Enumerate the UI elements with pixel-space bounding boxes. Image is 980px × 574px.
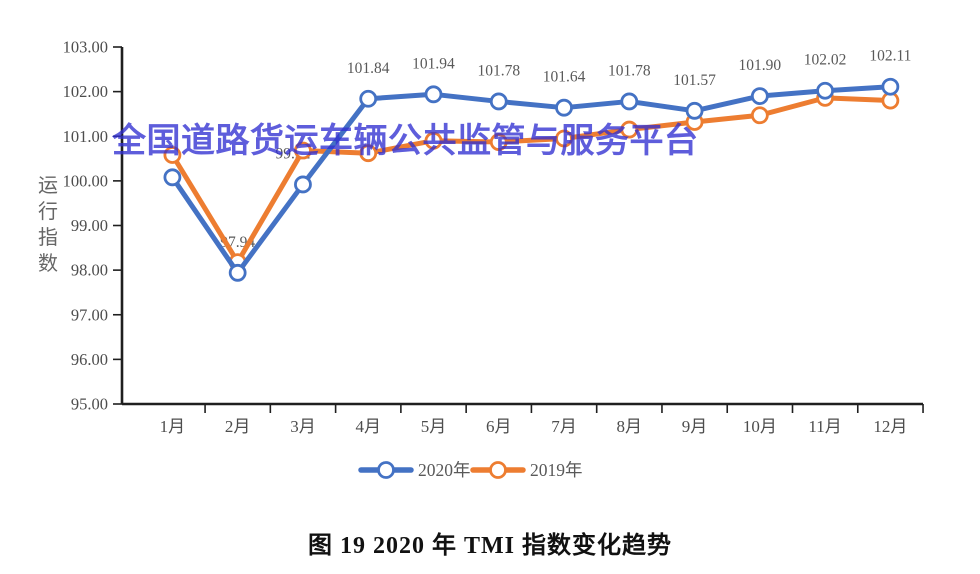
data-point-marker bbox=[555, 129, 573, 148]
figure-caption: 图 19 2020 年 TMI 指数变化趋势 bbox=[308, 533, 672, 559]
data-point-marker bbox=[750, 106, 769, 125]
data-point-marker bbox=[294, 141, 312, 160]
y-tick-label: 101.00 bbox=[63, 127, 108, 146]
data-point-marker bbox=[620, 120, 639, 139]
data-point-marker bbox=[359, 144, 378, 163]
x-tick-label: 2月 bbox=[225, 417, 251, 436]
legend-marker bbox=[489, 461, 507, 479]
data-label: 102.02 bbox=[804, 52, 847, 69]
y-tick-label: 98.00 bbox=[71, 261, 108, 280]
series-2019年-line bbox=[169, 95, 893, 265]
data-label: 101.94 bbox=[412, 55, 455, 72]
tmi-line-chart: 95.00 96.00 97.00 98.00 99.00 100.00 101.00 102… bbox=[38, 38, 924, 480]
data-point-marker bbox=[489, 92, 508, 111]
data-label: 101.78 bbox=[608, 62, 651, 79]
x-tick-label: 4月 bbox=[355, 417, 381, 436]
data-point-marker bbox=[163, 168, 182, 187]
data-point-marker bbox=[424, 85, 443, 104]
x-tick-label: 8月 bbox=[617, 417, 643, 436]
data-point-marker bbox=[489, 133, 508, 151]
y-axis-title-char: 数 bbox=[38, 252, 58, 275]
data-point-marker bbox=[424, 131, 443, 150]
y-axis-title-char: 运 bbox=[38, 175, 58, 197]
watermark-text: 全国道路货运车辆公共监管与服务平台 bbox=[111, 121, 699, 160]
data-point-marker bbox=[881, 77, 900, 96]
y-tick-label: 103.00 bbox=[63, 38, 108, 57]
y-tick-label: 95.00 bbox=[71, 395, 108, 414]
data-label: 101.84 bbox=[347, 60, 390, 77]
series-2020年-line bbox=[169, 84, 893, 276]
x-tick-label: 7月 bbox=[551, 417, 577, 436]
x-tick-label: 6月 bbox=[486, 417, 512, 436]
x-tick-label: 1月 bbox=[160, 417, 186, 436]
data-point-marker bbox=[620, 92, 639, 111]
legend-label: 2019年 bbox=[530, 460, 583, 480]
data-point-marker bbox=[294, 175, 312, 194]
data-point-marker bbox=[163, 146, 182, 164]
data-point-marker bbox=[555, 98, 573, 117]
y-tick-label: 96.00 bbox=[71, 350, 108, 369]
y-tick-label: 99.00 bbox=[71, 216, 108, 235]
data-point-marker bbox=[816, 81, 834, 100]
data-label: 101.57 bbox=[673, 72, 716, 89]
data-point-marker bbox=[228, 263, 247, 282]
x-tick-label: 11月 bbox=[808, 417, 841, 436]
x-tick-label: 5月 bbox=[421, 417, 447, 436]
data-label: 101.78 bbox=[477, 62, 520, 79]
x-tick-label: 10月 bbox=[743, 417, 777, 436]
y-axis-title-char: 行 bbox=[38, 200, 58, 223]
legend-marker bbox=[377, 461, 395, 479]
x-tick-label: 3月 bbox=[290, 417, 316, 436]
x-tick-label: 9月 bbox=[682, 417, 708, 436]
y-tick-label: 97.00 bbox=[71, 305, 108, 324]
data-point-marker bbox=[359, 89, 378, 108]
data-label: 101.90 bbox=[739, 57, 782, 74]
y-axis-title-char: 指 bbox=[38, 226, 58, 249]
data-point-marker bbox=[685, 101, 704, 120]
data-point-marker bbox=[750, 87, 769, 105]
y-tick-label: 102.00 bbox=[63, 82, 108, 101]
y-tick-label: 100.00 bbox=[63, 171, 108, 190]
legend-label: 2020年 bbox=[418, 460, 471, 480]
data-label: 102.11 bbox=[869, 48, 911, 65]
data-label: 101.64 bbox=[543, 69, 586, 86]
x-tick-label: 12月 bbox=[873, 417, 907, 436]
